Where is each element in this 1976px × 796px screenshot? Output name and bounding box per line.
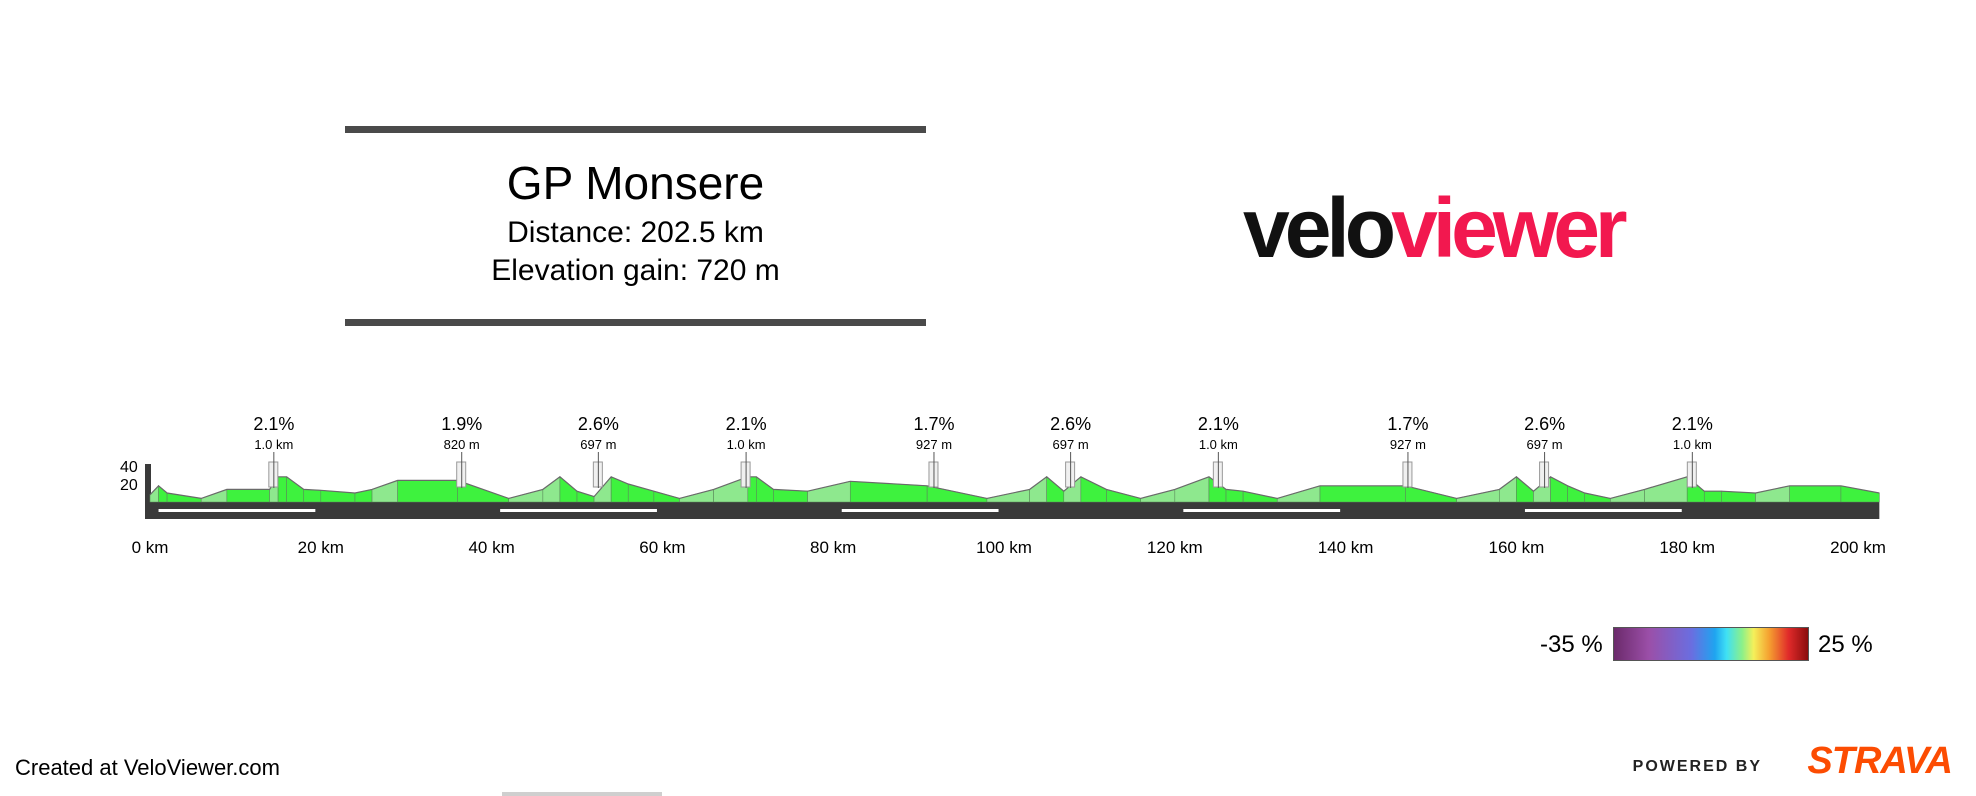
climb-gradient-label: 2.1% (1672, 414, 1713, 434)
climb-length-label: 1.0 km (1673, 437, 1712, 452)
x-tick-label: 180 km (1659, 538, 1715, 557)
x-tick-label: 140 km (1318, 538, 1374, 557)
road-base (145, 502, 1880, 519)
x-tick-label: 40 km (468, 538, 514, 557)
profile-segment (542, 476, 561, 503)
road-km-marker (158, 509, 316, 512)
profile-outline (149, 476, 1880, 500)
strava-logo: STRAVA (1807, 740, 1953, 782)
climb-gradient-label: 1.7% (913, 414, 954, 434)
logo-velo: velo (1243, 181, 1396, 275)
climb-length-label: 1.0 km (1199, 437, 1238, 452)
profile-segment (1644, 476, 1688, 503)
profile-segment (1080, 476, 1107, 503)
legend-min-label: -35 % (1540, 631, 1603, 658)
credit-text: Created at VeloViewer.com (15, 755, 280, 780)
x-tick-label: 200 km (1830, 538, 1886, 557)
profile-segment (1174, 476, 1210, 503)
climb-length-label: 697 m (1527, 437, 1563, 452)
climb-gradient-label: 2.6% (1524, 414, 1565, 434)
y-tick-label: 40 (120, 459, 138, 476)
road-km-marker (1524, 509, 1682, 512)
profile-segment (1029, 476, 1047, 503)
bottom-scroll-indicator (502, 792, 662, 796)
profile-segment (277, 476, 287, 503)
climb-length-label: 697 m (580, 437, 616, 452)
profile-segment (1789, 485, 1842, 503)
profile-segment (1755, 485, 1790, 503)
stage-elevation-gain: Elevation gain: 720 m (491, 254, 780, 287)
x-tick-label: 80 km (810, 538, 856, 557)
x-tick-label: 120 km (1147, 538, 1203, 557)
profile-segment (627, 483, 655, 503)
profile-segment (1840, 485, 1880, 503)
profile-segment (1319, 485, 1406, 503)
y-tick-label: 20 (120, 477, 138, 494)
powered-by-label: POWERED BY (1632, 758, 1762, 775)
climb-gradient-label: 2.6% (1050, 414, 1091, 434)
climb-gradient-label: 2.6% (578, 414, 619, 434)
road-km-marker (1183, 509, 1341, 512)
x-tick-label: 100 km (976, 538, 1032, 557)
powered-by-strava: POWERED BY STRAVA (1632, 740, 1953, 782)
profile-segment (397, 480, 458, 503)
profile-segment (576, 490, 595, 503)
climb-gradient-label: 2.1% (1198, 414, 1239, 434)
climb-gradient-label: 1.9% (441, 414, 482, 434)
title-box: GP Monsere Distance: 202.5 km Elevation … (345, 126, 926, 326)
profile-segment (1550, 476, 1568, 503)
profile-segment (756, 476, 774, 503)
x-tick-label: 60 km (639, 538, 685, 557)
climb-length-label: 1.0 km (727, 437, 766, 452)
legend-max-label: 25 % (1818, 631, 1873, 658)
title-top-rule (345, 126, 926, 133)
profile-segment (303, 489, 322, 503)
climb-length-label: 927 m (1390, 437, 1426, 452)
x-tick-label: 160 km (1489, 538, 1545, 557)
profile-segment (1499, 476, 1517, 503)
climb-length-label: 820 m (444, 437, 480, 452)
x-tick-label: 20 km (298, 538, 344, 557)
y-axis-bar (145, 464, 151, 502)
profile-segment (286, 476, 305, 503)
climb-gradient-label: 1.7% (1387, 414, 1428, 434)
road-km-marker (500, 509, 657, 512)
gradient-legend: -35 % 25 % (1540, 627, 1880, 663)
climb-gradient-label: 2.1% (726, 414, 767, 434)
stage-distance: Distance: 202.5 km (507, 216, 764, 249)
stage-title: GP Monsere (506, 157, 765, 209)
profile-segment (807, 480, 851, 503)
logo-viewer: viewer (1391, 181, 1628, 275)
veloviewer-logo: veloviewer (1243, 186, 1643, 270)
profile-segment (158, 485, 168, 503)
profile-segment (1703, 490, 1722, 503)
road-km-marker (841, 509, 999, 512)
gradient-color-scale (1613, 627, 1809, 661)
profile-segment (226, 489, 270, 503)
climb-length-label: 697 m (1053, 437, 1089, 452)
climb-length-label: 1.0 km (254, 437, 293, 452)
profile-segment (371, 479, 398, 503)
profile-segment (849, 480, 928, 503)
x-tick-label: 0 km (132, 538, 169, 557)
profile-segment (1567, 485, 1586, 503)
climb-length-label: 927 m (916, 437, 952, 452)
title-bottom-rule (345, 319, 926, 326)
climb-gradient-label: 2.1% (253, 414, 294, 434)
